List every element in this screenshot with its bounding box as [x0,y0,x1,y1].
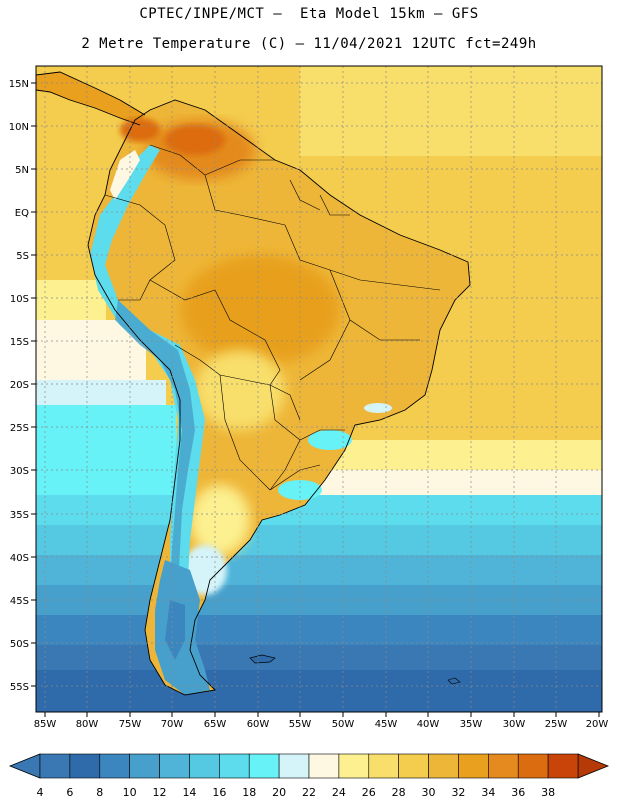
colorbar-swatch [338,753,370,779]
colorbar-low-arrow [8,753,41,779]
lat-label: 35S [10,510,29,521]
colorbar-label: 34 [481,786,495,799]
lat-label: 15S [10,337,29,348]
lon-label: 55W [289,719,312,730]
lat-label: 10S [10,294,29,305]
colorbar-label: 12 [153,786,167,799]
colorbar-swatch [278,753,310,779]
lat-label: 55S [10,682,29,693]
colorbar-swatch [458,753,489,779]
lat-label: 45S [10,596,29,607]
lon-label: 75W [119,719,142,730]
colorbar-swatch [69,753,101,779]
map-frame [35,65,603,713]
lat-label: 5S [16,251,29,262]
colorbar-swatch [398,753,429,779]
colorbar-swatch [39,753,71,779]
colorbar-swatch [517,753,549,779]
colorbar-label: 22 [302,786,316,799]
lon-label: 30W [503,719,526,730]
title-line-2: 2 Metre Temperature (C) – 11/04/2021 12U… [81,36,537,52]
colorbar-label: 14 [182,786,196,799]
colorbar-swatch [308,753,340,779]
colorbar-swatch [99,753,130,779]
graticule [36,66,602,712]
latitude-labels: 15N 10N 5N EQ 5S 10S 15S 20S 25S 30S 35S… [9,79,29,693]
colorbar-label: 20 [272,786,286,799]
colorbar-label: 8 [96,786,103,799]
colorbar-label: 32 [451,786,465,799]
lat-label: EQ [15,208,29,219]
colorbar-swatch [248,753,280,779]
lon-label: 35W [460,719,483,730]
colorbar: 4 6 8 10 12 14 16 18 20 22 24 26 28 30 32 34 36 38 [8,753,610,799]
lon-label: 20W [586,719,609,730]
tick-marks [31,82,600,717]
lon-label: 45W [375,719,398,730]
colorbar-label: 26 [362,786,376,799]
colorbar-label: 16 [212,786,226,799]
longitude-labels: 85W 80W 75W 70W 65W 60W 55W 50W 45W 40W … [34,719,609,730]
lat-label: 25S [10,423,29,434]
colorbar-swatch [219,753,250,779]
title-line-1: CPTEC/INPE/MCT – Eta Model 15km – GFS [139,6,479,22]
lon-label: 60W [247,719,270,730]
colorbar-label: 10 [123,786,137,799]
colorbar-label: 4 [37,786,44,799]
lat-label: 10N [9,122,29,133]
lon-label: 85W [34,719,57,730]
colorbar-label: 36 [511,786,525,799]
lon-label: 25W [545,719,568,730]
lon-label: 80W [76,719,99,730]
lat-label: 30S [10,466,29,477]
colorbar-label: 18 [242,786,256,799]
colorbar-swatch [159,753,190,779]
colorbar-label: 6 [66,786,73,799]
colorbar-label: 38 [541,786,555,799]
colorbar-swatch [488,753,519,779]
colorbar-swatch [547,753,579,779]
lat-label: 5N [15,165,29,176]
colorbar-swatch [189,753,220,779]
lon-label: 40W [417,719,440,730]
lon-label: 65W [204,719,227,730]
lat-label: 50S [10,639,29,650]
lon-label: 50W [332,719,355,730]
colorbar-swatch [428,753,459,779]
colorbar-swatch [368,753,399,779]
lat-label: 40S [10,553,29,564]
colorbar-swatch [129,753,160,779]
colorbar-label: 28 [392,786,406,799]
lat-label: 15N [9,79,29,90]
country-borders [104,144,441,491]
lon-label: 70W [161,719,184,730]
colorbar-label: 30 [422,786,436,799]
lat-label: 20S [10,380,29,391]
colorbar-high-arrow [577,753,610,779]
coastline [36,71,471,696]
map-field [36,66,602,712]
colorbar-label: 24 [332,786,346,799]
